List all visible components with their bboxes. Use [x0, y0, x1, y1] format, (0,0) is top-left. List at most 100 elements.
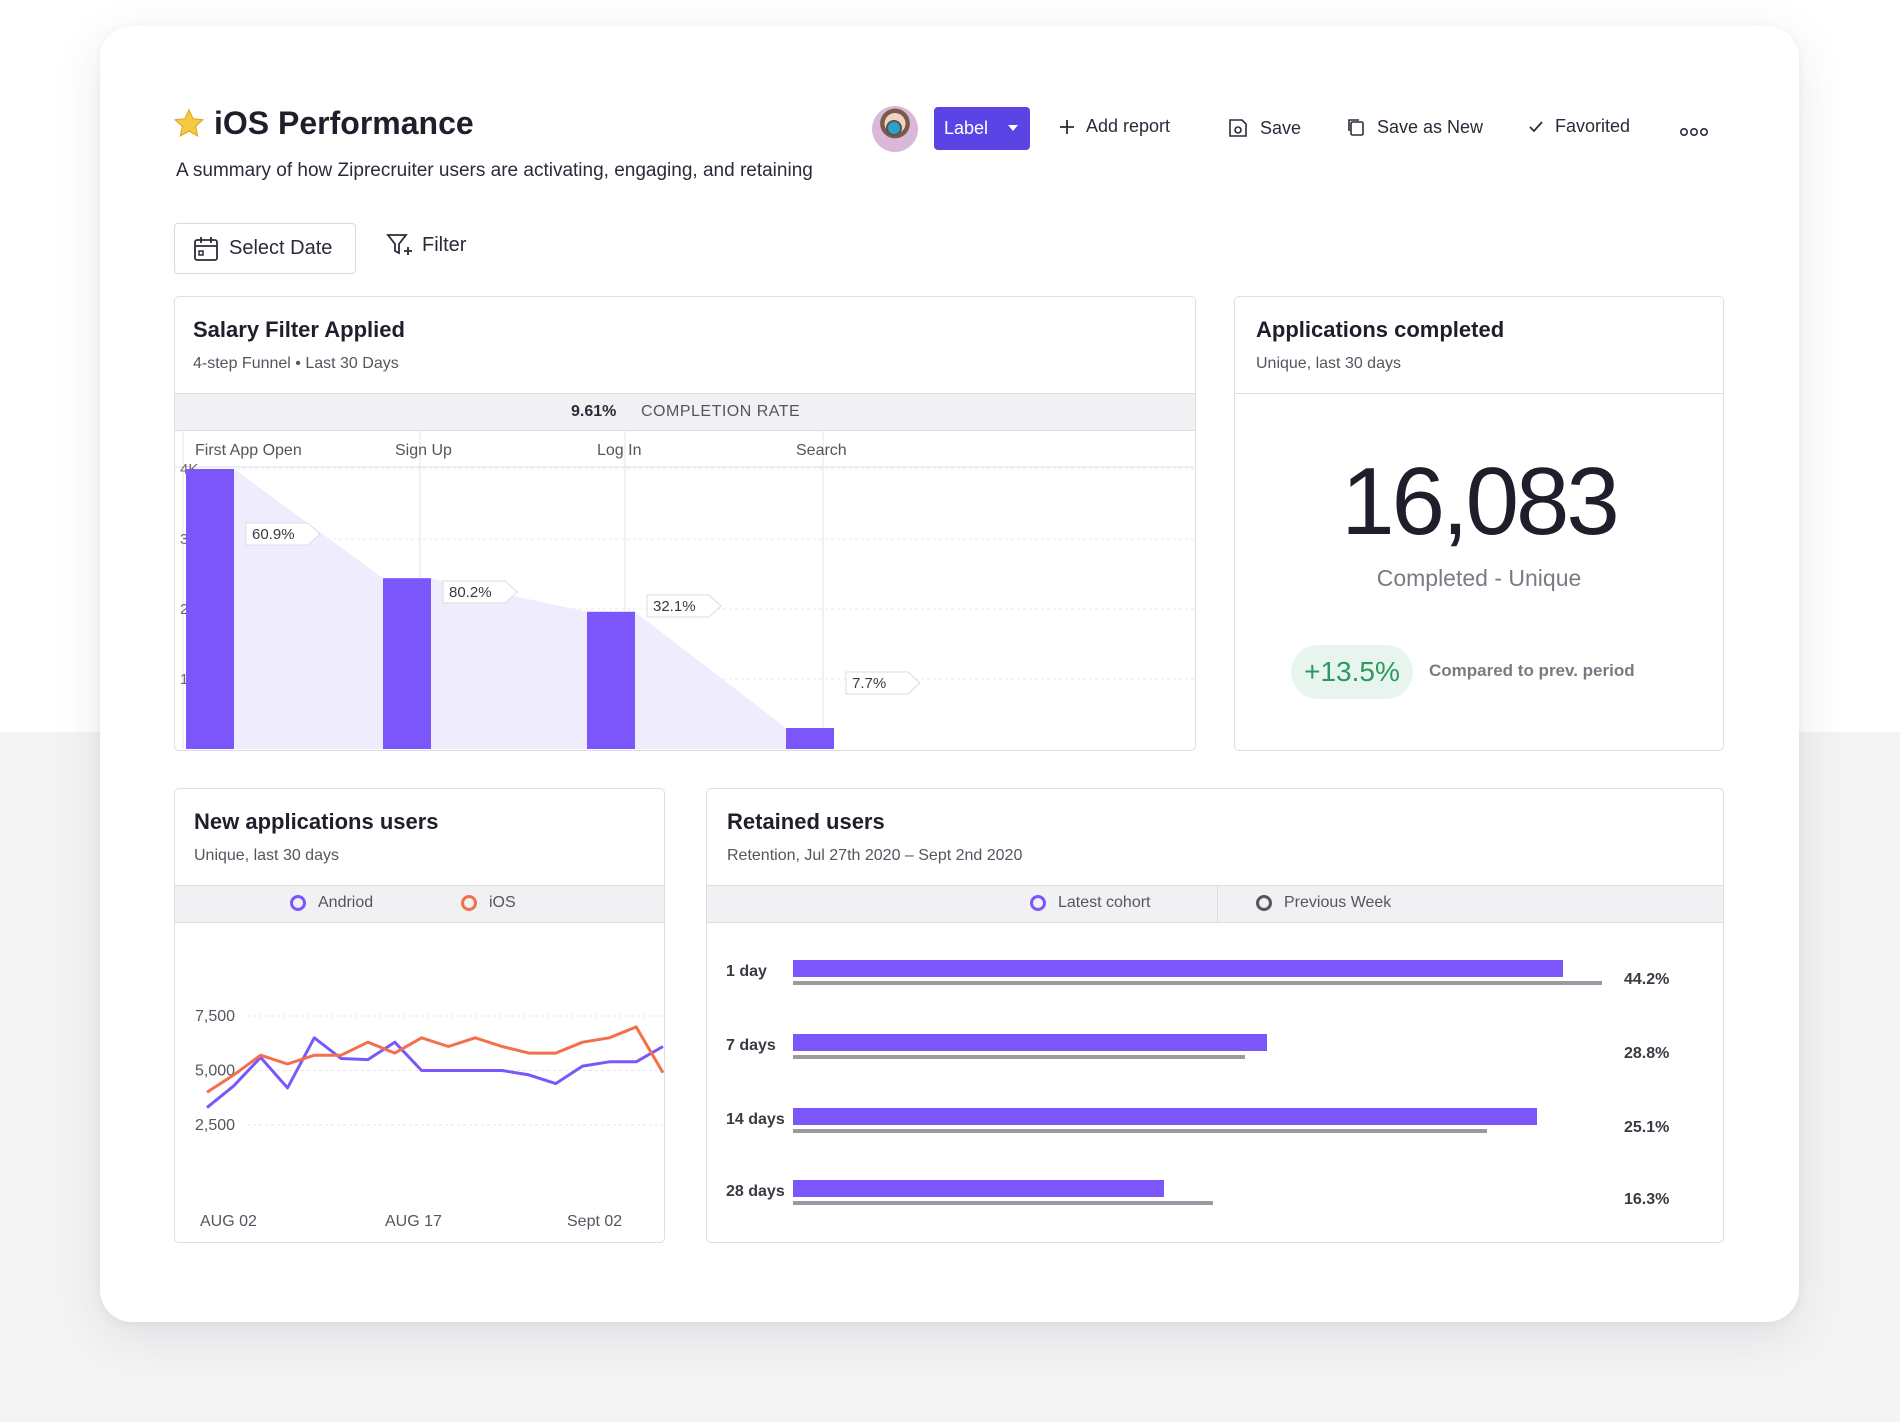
filter-icon — [386, 234, 412, 255]
caret-down-icon — [1008, 125, 1018, 131]
line-xtick-label: AUG 17 — [385, 1213, 442, 1230]
conversion-rate-label: 7.7% — [852, 675, 886, 692]
conversion-rate-label: 60.9% — [252, 526, 295, 543]
latest-cohort-bar — [793, 1108, 1537, 1125]
conversion-tag — [442, 580, 518, 604]
line-xtick-label: Sept 02 — [567, 1213, 622, 1230]
android-series-line — [206, 1036, 664, 1109]
new-users-subtitle: Unique, last 30 days — [194, 847, 339, 864]
conversion-rate-label: 32.1% — [653, 598, 696, 615]
ios-series-line — [206, 1025, 664, 1094]
legend-android[interactable]: Andriod — [290, 894, 373, 912]
funnel-bar — [786, 728, 834, 749]
page-subtitle: A summary of how Ziprecruiter users are … — [176, 160, 813, 181]
funnel-step-label: Log In — [597, 442, 641, 459]
previous-week-bar — [793, 981, 1602, 985]
page-title-text: iOS Performance — [214, 105, 474, 141]
avatar[interactable] — [872, 106, 918, 152]
latest-cohort-bar — [793, 1180, 1164, 1197]
applications-divider — [1235, 393, 1723, 394]
filter-button[interactable]: Filter — [386, 233, 466, 257]
funnel-dropoff-area — [234, 469, 834, 749]
previous-week-bar — [793, 1201, 1213, 1205]
funnel-step-label: Search — [796, 442, 847, 459]
retention-percent-label: 28.8% — [1624, 1045, 1669, 1062]
star-icon[interactable] — [172, 107, 206, 141]
copy-icon — [1348, 119, 1364, 136]
save-button[interactable]: Save — [1226, 116, 1301, 140]
completion-rate-value: 9.61% — [571, 403, 617, 420]
select-date-label: Select Date — [229, 237, 333, 259]
save-label: Save — [1260, 117, 1302, 138]
plus-icon — [1060, 119, 1074, 134]
save-as-new-button[interactable]: Save as New — [1345, 116, 1483, 138]
label-button-text: Label — [944, 118, 989, 138]
new-users-legend-bar — [175, 885, 664, 923]
retained-bar-chart: 1 day 44.2% 7 days 28.8% 14 days 25.1% 28 days… — [726, 960, 1669, 1208]
retention-percent-label: 44.2% — [1624, 971, 1669, 988]
applications-title: Applications completed — [1256, 317, 1505, 342]
applications-subtitle: Unique, last 30 days — [1256, 355, 1401, 372]
funnel-bar — [186, 469, 234, 749]
funnel-subtitle: 4-step Funnel • Last 30 Days — [193, 355, 399, 372]
retained-subtitle: Retention, Jul 27th 2020 – Sept 2nd 2020 — [727, 847, 1023, 864]
completion-rate-label: COMPLETION RATE — [641, 403, 801, 420]
more-options-icon[interactable] — [1679, 124, 1708, 142]
select-date-button[interactable]: Select Date — [174, 223, 356, 274]
retained-legend-bar — [707, 885, 1723, 923]
add-report-label: Add report — [1086, 116, 1171, 136]
favorited-label: Favorited — [1555, 116, 1631, 136]
retention-row-label: 28 days — [726, 1183, 785, 1200]
previous-week-bar — [793, 1055, 1245, 1059]
save-icon — [1229, 119, 1247, 137]
funnel-step-label: First App Open — [195, 442, 302, 459]
retention-row-label: 7 days — [726, 1037, 776, 1054]
previous-week-bar — [793, 1129, 1487, 1133]
retained-title: Retained users — [727, 809, 885, 834]
conversion-tag — [845, 671, 921, 695]
completion-rate-bar: 9.61% COMPLETION RATE — [175, 393, 1195, 431]
retained-panel — [706, 788, 1724, 1243]
latest-cohort-bar — [793, 1034, 1267, 1051]
applications-big-number: 16,083 — [1341, 448, 1620, 555]
previous-week-label: Previous Week — [1284, 894, 1392, 911]
ios-legend-marker — [461, 895, 477, 911]
conversion-tag — [646, 594, 722, 618]
retention-row-label: 14 days — [726, 1111, 785, 1128]
page-title: iOS Performance — [172, 105, 474, 142]
conversion-tag — [245, 522, 321, 546]
latest-cohort-bar — [793, 960, 1563, 977]
add-report-button[interactable]: Add report — [1058, 116, 1170, 137]
previous-week-marker — [1256, 895, 1272, 911]
save-as-new-label: Save as New — [1377, 116, 1484, 137]
funnel-step-label: Sign Up — [395, 442, 452, 459]
funnel-bar — [587, 611, 635, 749]
android-legend-marker — [290, 895, 306, 911]
filter-label: Filter — [422, 233, 467, 256]
label-dropdown-button[interactable]: Label — [934, 107, 1030, 150]
calendar-icon — [194, 236, 218, 261]
retention-row-label: 1 day — [726, 963, 767, 980]
android-legend-label: Andriod — [318, 894, 374, 911]
favorited-button[interactable]: Favorited — [1527, 116, 1630, 137]
line-ytick-label: 7,500 — [195, 1008, 235, 1025]
change-badge: +13.5% — [1291, 645, 1413, 699]
legend-divider — [1217, 886, 1218, 922]
change-label: Compared to prev. period — [1429, 661, 1635, 680]
funnel-title: Salary Filter Applied — [193, 317, 405, 342]
retention-percent-label: 16.3% — [1624, 1191, 1669, 1208]
conversion-rate-label: 80.2% — [449, 584, 492, 601]
legend-previous-week[interactable]: Previous Week — [1256, 894, 1391, 912]
line-xtick-label: AUG 02 — [200, 1213, 257, 1230]
legend-ios[interactable]: iOS — [461, 894, 516, 912]
funnel-bar — [383, 578, 431, 749]
retention-percent-label: 25.1% — [1624, 1119, 1669, 1136]
check-icon — [1529, 120, 1543, 132]
latest-cohort-label: Latest cohort — [1058, 894, 1151, 911]
ios-legend-label: iOS — [489, 894, 516, 911]
legend-latest-cohort[interactable]: Latest cohort — [1030, 894, 1151, 912]
latest-cohort-marker — [1030, 895, 1046, 911]
new-users-line-chart: 7,500 5,000 2,500 AUG 02 AUG 17 Sept 02 — [195, 1008, 664, 1230]
new-users-title: New applications users — [194, 809, 439, 834]
